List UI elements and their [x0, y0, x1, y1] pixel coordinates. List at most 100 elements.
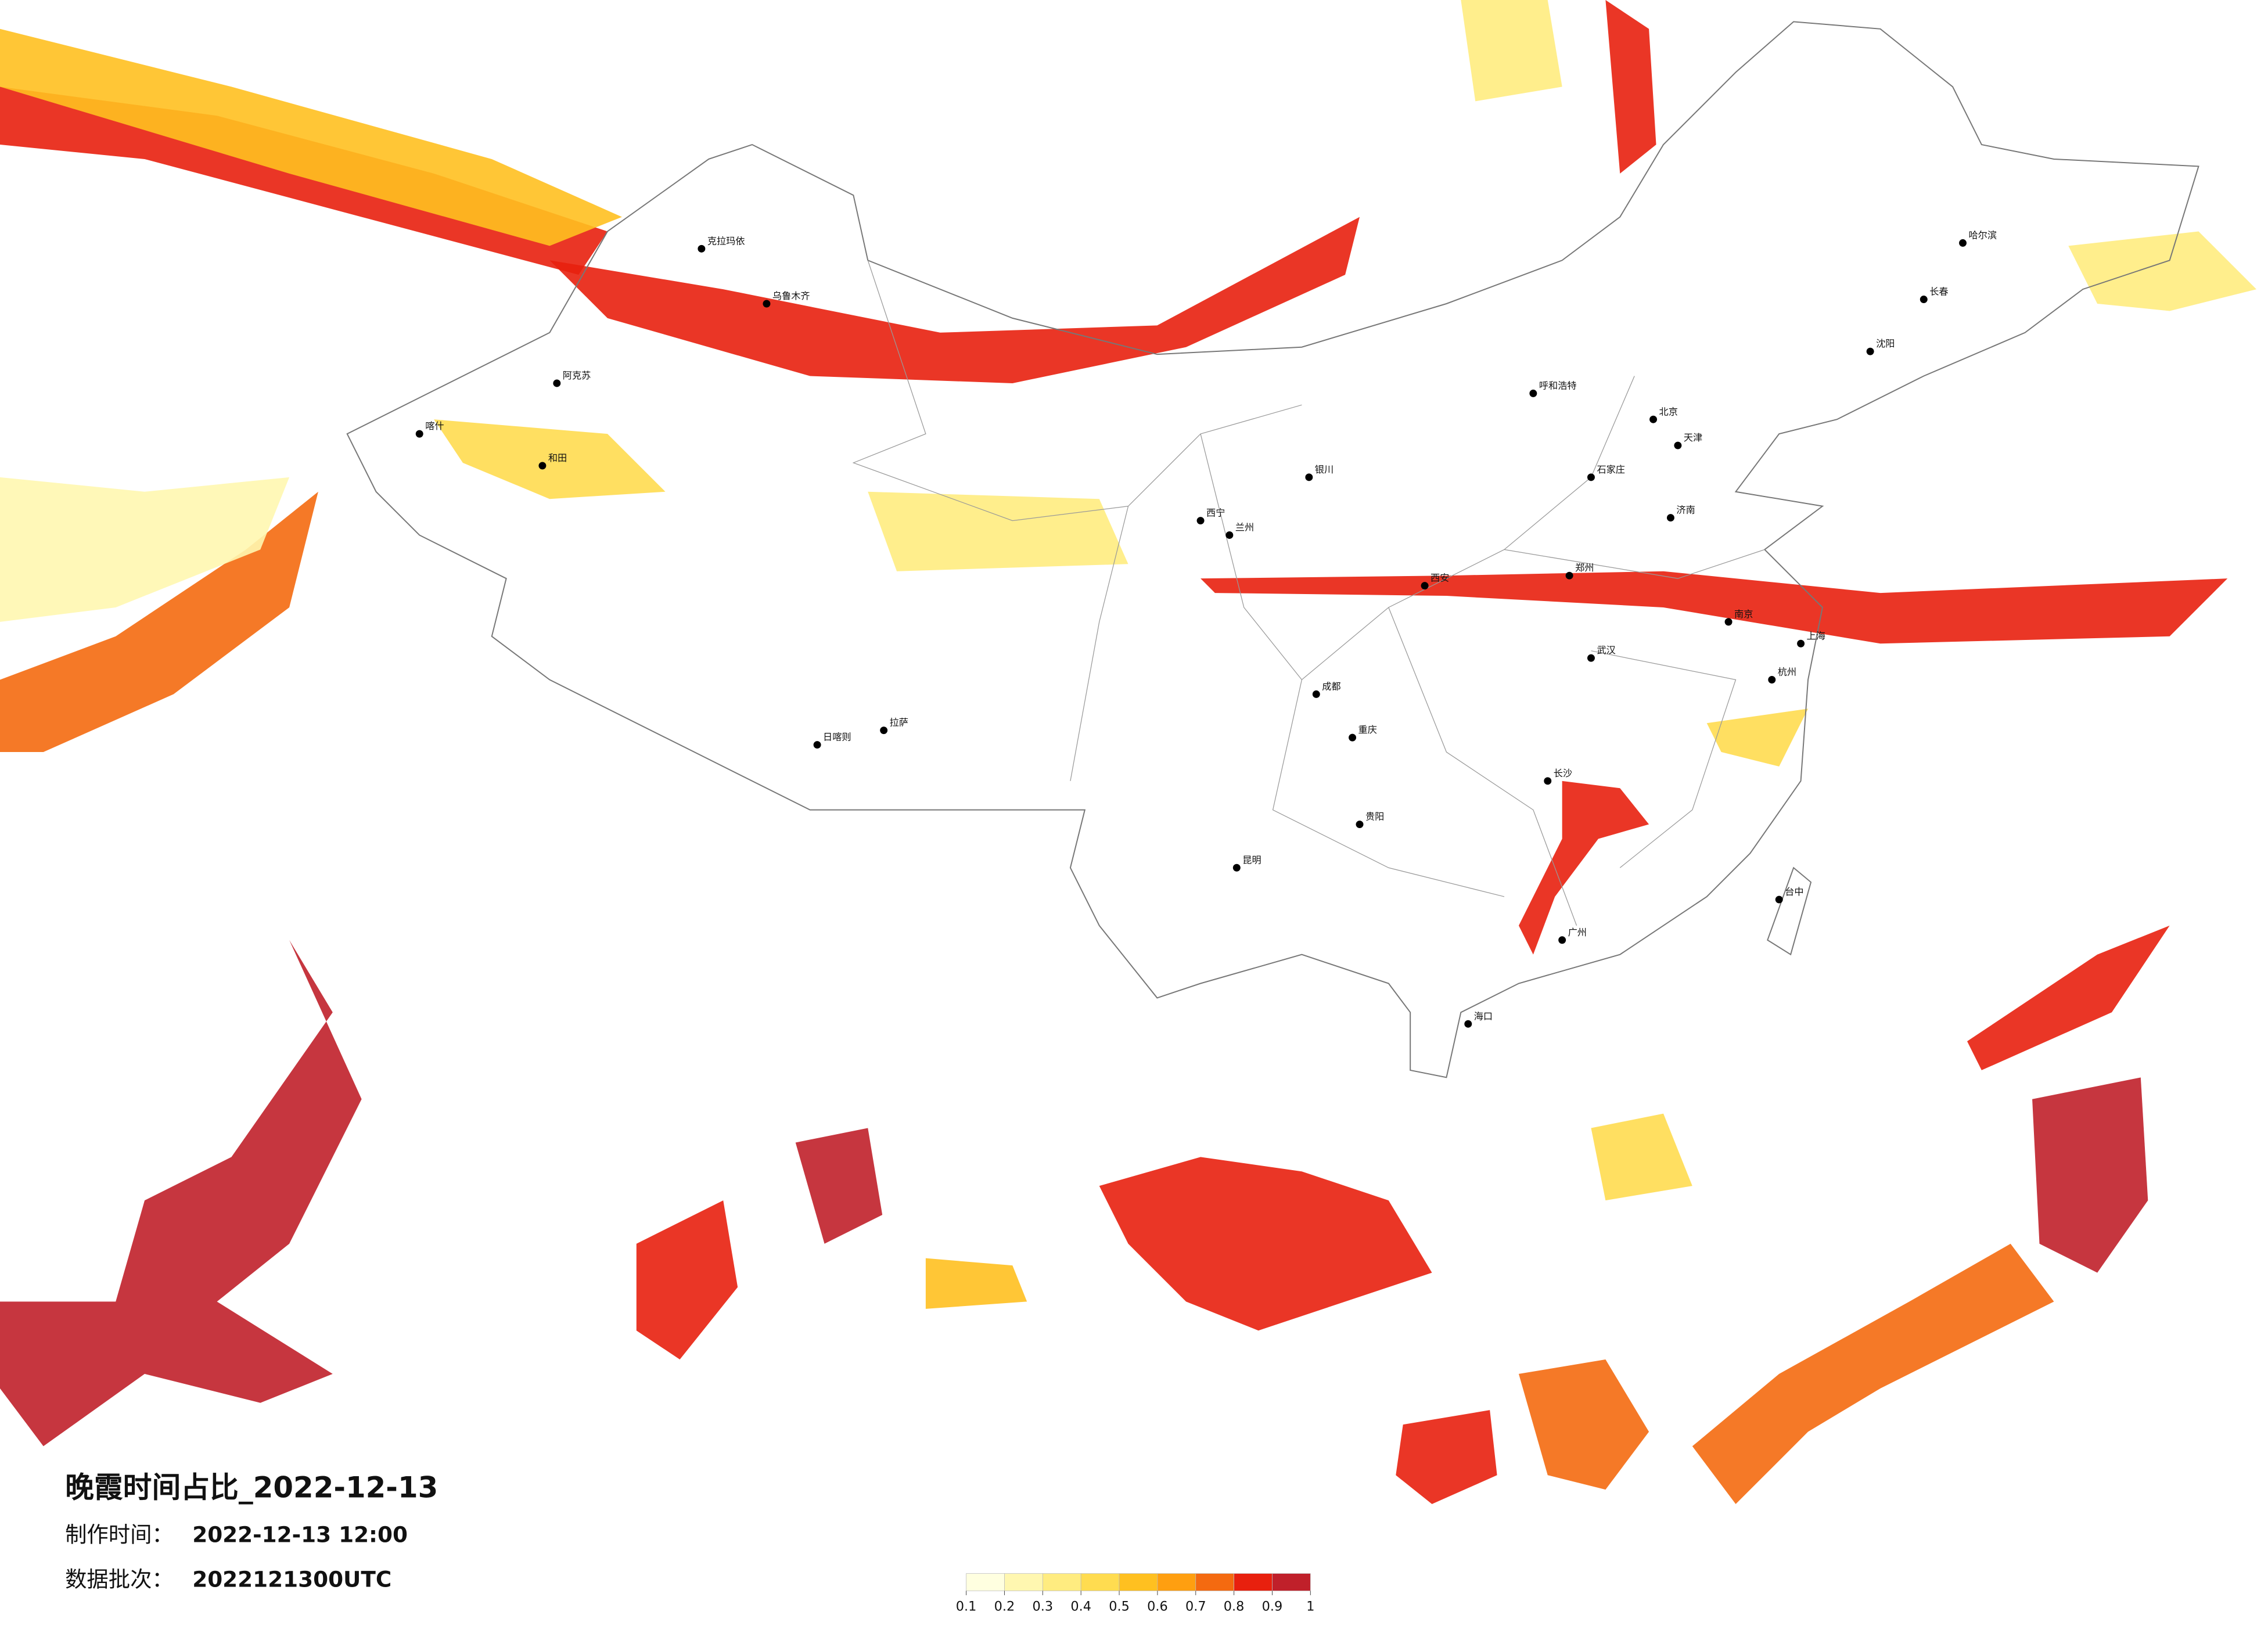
city-dot	[1421, 582, 1429, 590]
city-label: 阿克苏	[563, 370, 591, 381]
city-label: 成都	[1322, 681, 1340, 692]
province-lines	[852, 260, 1765, 926]
city-label: 南京	[1734, 609, 1753, 620]
city-label: 武汉	[1597, 645, 1615, 656]
city-label: 郑州	[1575, 562, 1594, 573]
city-label: 重庆	[1358, 724, 1377, 735]
city-label: 银川	[1315, 464, 1334, 475]
city-dot	[1544, 777, 1552, 785]
city-dot	[1649, 415, 1658, 423]
legend-tick-label: 0.4	[1070, 1599, 1091, 1614]
city-dot	[1349, 733, 1357, 742]
shading-blob	[2068, 231, 2257, 311]
city-dot	[1356, 821, 1364, 829]
city-dot	[415, 430, 423, 438]
legend-tick-label: 0.1	[956, 1599, 977, 1614]
legend-swatch	[1119, 1573, 1158, 1591]
city-dot	[553, 379, 561, 387]
legend-swatch	[1004, 1573, 1043, 1591]
city-dot	[1724, 618, 1733, 626]
city-label: 呼和浩特	[1539, 380, 1577, 391]
city-label: 昆明	[1242, 854, 1261, 865]
shading-blob	[1706, 708, 1809, 767]
legend-swatch	[1080, 1573, 1120, 1591]
city-label: 贵阳	[1365, 811, 1384, 822]
city-dot	[1797, 639, 1805, 647]
legend-swatch	[966, 1573, 1005, 1591]
city-label: 杭州	[1778, 667, 1796, 678]
legend-tick-label: 0.8	[1224, 1599, 1245, 1614]
city-label: 石家庄	[1597, 464, 1625, 475]
city-dot	[1464, 1020, 1472, 1028]
made-value: 2022-12-13 12:00	[192, 1521, 408, 1547]
shading-blob	[795, 1128, 883, 1244]
city-label: 西安	[1430, 573, 1449, 584]
city-dot	[1587, 473, 1595, 481]
legend-tick-label: 0.2	[994, 1599, 1015, 1614]
legend-tick-label: 0.6	[1147, 1599, 1168, 1614]
batch-value: 2022121300UTC	[192, 1567, 391, 1592]
shading-blob	[0, 477, 290, 622]
city-dot	[1775, 895, 1783, 904]
legend-swatch	[1272, 1573, 1311, 1591]
legend-swatch	[1157, 1573, 1196, 1591]
city-label: 克拉玛依	[707, 235, 745, 246]
city-dot	[1312, 690, 1320, 698]
shading-blob	[1099, 1157, 1432, 1331]
shading-blob	[549, 217, 1360, 383]
city-dot	[1674, 441, 1682, 449]
shading-blob	[1201, 571, 2228, 644]
city-dot	[1565, 571, 1573, 580]
city-dot	[698, 244, 706, 253]
city-dot	[880, 726, 888, 735]
city-label: 济南	[1676, 505, 1695, 516]
city-dot	[1225, 531, 1234, 539]
city-label: 哈尔滨	[1968, 229, 1997, 240]
shading-blob	[1967, 925, 2170, 1070]
shading-blob	[0, 28, 622, 246]
country-outline	[346, 21, 2199, 1078]
shading-blob	[868, 491, 1128, 571]
city-dot	[1305, 473, 1313, 481]
city-label: 兰州	[1235, 522, 1254, 533]
city-dot	[1768, 676, 1776, 684]
shading-blob	[434, 419, 666, 499]
shading-blob	[1591, 1113, 1692, 1201]
city-label: 西宁	[1206, 508, 1225, 519]
city-label: 沈阳	[1876, 338, 1895, 349]
shading-layer	[0, 0, 2257, 1505]
shading-blob	[1605, 0, 1656, 174]
city-label: 拉萨	[890, 717, 908, 728]
city-dot	[1587, 654, 1595, 662]
city-dot	[1529, 389, 1537, 397]
shading-blob	[1396, 1410, 1497, 1505]
legend-swatch	[1042, 1573, 1081, 1591]
city-dot	[813, 741, 821, 749]
shading-blob	[1461, 0, 1562, 102]
city-label: 乌鲁木齐	[772, 290, 810, 301]
legend-tick-label: 0.7	[1185, 1599, 1206, 1614]
shading-blob	[0, 940, 362, 1447]
legend-tick-label: 0.9	[1262, 1599, 1283, 1614]
batch-label: 数据批次：	[65, 1567, 174, 1592]
city-label: 上海	[1807, 630, 1825, 641]
shading-blob	[925, 1258, 1027, 1309]
city-label: 长春	[1929, 286, 1948, 297]
shading-blob	[1518, 1359, 1649, 1490]
city-label: 和田	[548, 452, 567, 463]
legend-swatch	[1195, 1573, 1234, 1591]
city-dot	[1866, 347, 1874, 355]
city-label: 广州	[1568, 927, 1587, 938]
city-dot	[763, 300, 771, 308]
legend-tick-label: 0.5	[1109, 1599, 1130, 1614]
city-label: 海口	[1474, 1010, 1493, 1021]
taiwan-outline	[1767, 866, 1812, 956]
legend-tick-label: 1	[1306, 1599, 1314, 1614]
city-dot	[1666, 514, 1674, 522]
city-label: 日喀则	[823, 732, 851, 743]
city-label: 台中	[1785, 886, 1803, 897]
legend-tick-label: 0.3	[1033, 1599, 1054, 1614]
